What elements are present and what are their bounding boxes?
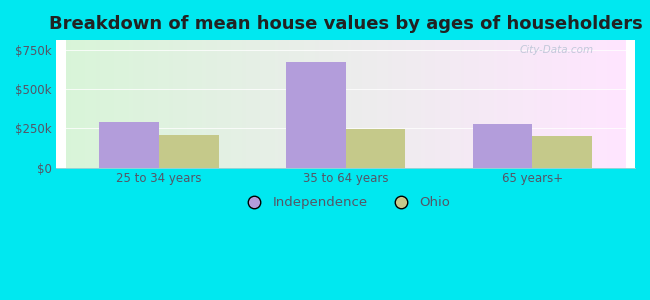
Bar — [159, 134, 219, 168]
Bar — [286, 62, 346, 168]
Bar — [346, 129, 406, 168]
Bar — [99, 122, 159, 168]
Text: City-Data.com: City-Data.com — [519, 45, 593, 55]
Bar — [532, 136, 592, 168]
Bar — [473, 124, 532, 168]
Legend: Independence, Ohio: Independence, Ohio — [236, 191, 456, 214]
Title: Breakdown of mean house values by ages of householders: Breakdown of mean house values by ages o… — [49, 15, 643, 33]
